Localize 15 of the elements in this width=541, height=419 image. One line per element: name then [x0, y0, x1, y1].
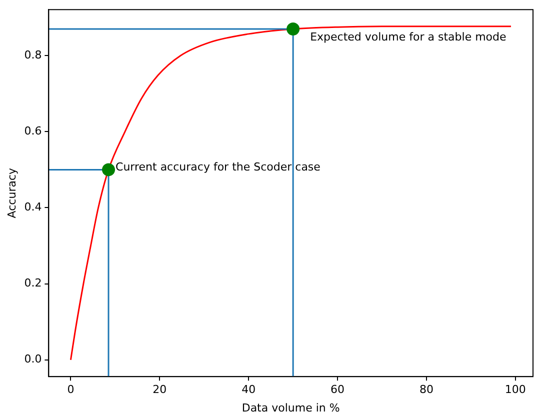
y-tick-label: 0.8: [24, 48, 42, 62]
y-tick-label: 0.2: [24, 276, 42, 290]
x-tick-label: 100: [504, 383, 526, 396]
y-axis-title: Accuracy: [5, 168, 18, 218]
y-tick-label: 0.6: [24, 124, 42, 138]
x-tick-label: 0: [67, 383, 74, 396]
annotation: Expected volume for a stable mode: [310, 30, 507, 44]
x-tick-label: 80: [419, 383, 434, 396]
annotation: Current accuracy for the Scoder case: [116, 160, 321, 174]
x-tick-label: 20: [152, 383, 167, 396]
x-tick-label: 60: [330, 383, 345, 396]
y-tick-label: 0.0: [24, 352, 42, 366]
x-axis-title: Data volume in %: [242, 401, 340, 414]
x-tick-label: 40: [242, 383, 256, 396]
y-tick-label: 0.4: [24, 200, 42, 214]
